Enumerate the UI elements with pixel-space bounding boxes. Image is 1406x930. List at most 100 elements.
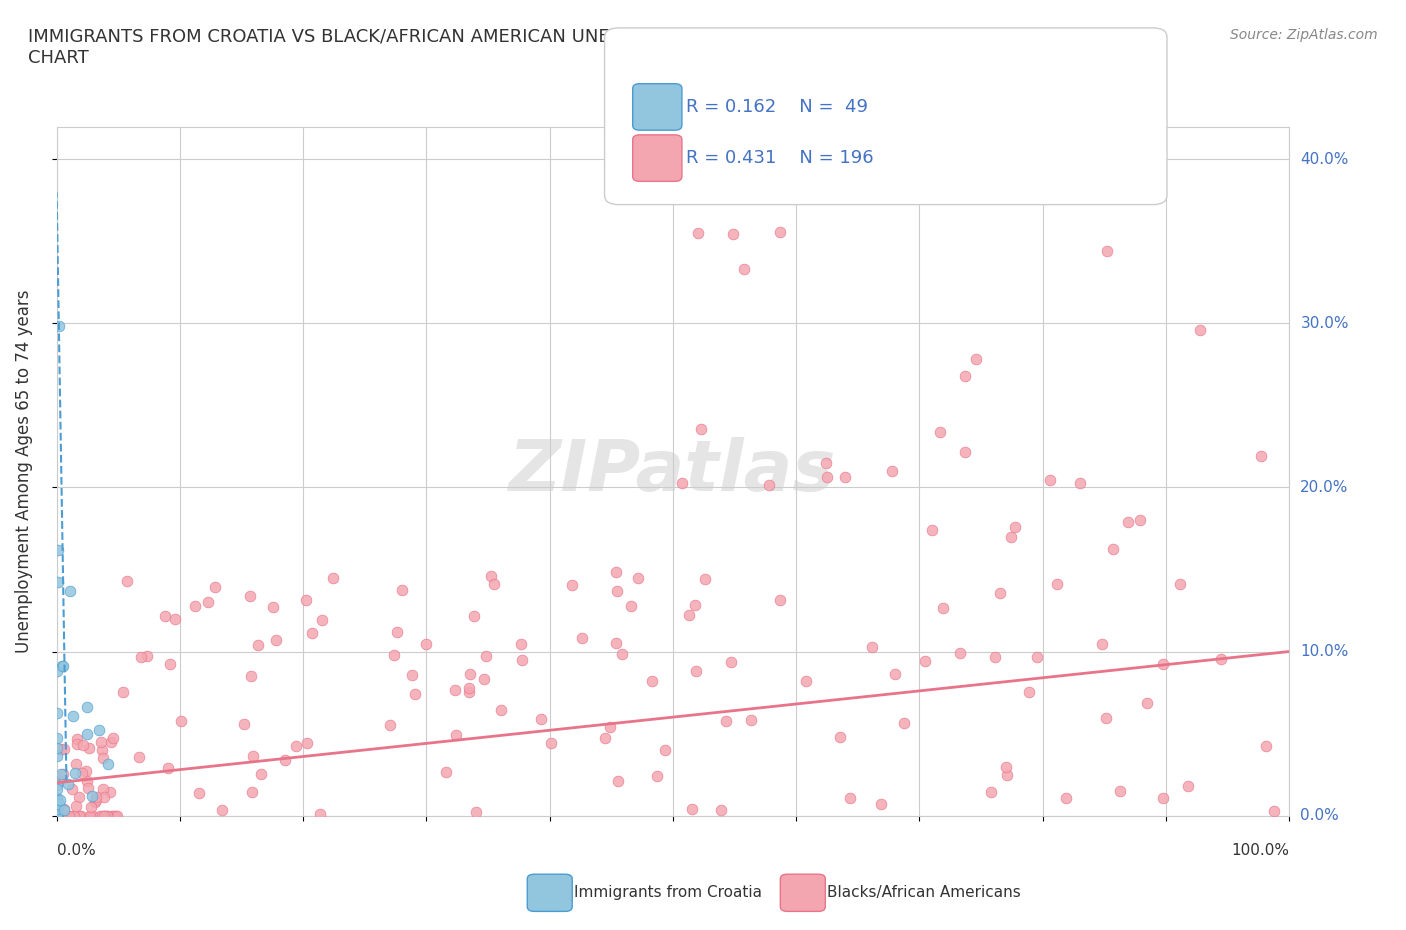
Text: 100.0%: 100.0% [1232, 844, 1289, 858]
Point [45, 808, 67, 823]
Text: R = 0.431    N = 196: R = 0.431 N = 196 [686, 149, 873, 167]
Text: 0.0%: 0.0% [56, 844, 96, 858]
Point [769, 224, 792, 239]
Point [45, 808, 67, 823]
Point [49, 742, 72, 757]
Point [463, 609, 485, 624]
Point [232, 717, 254, 732]
Point [472, 671, 495, 686]
Point [671, 476, 693, 491]
Point [571, 631, 593, 645]
Point [63, 808, 86, 823]
Point [610, 646, 633, 661]
Point [401, 668, 423, 683]
Point [93, 808, 115, 823]
Point [678, 607, 700, 622]
Point [828, 730, 851, 745]
Point [49, 792, 72, 807]
Point [98, 784, 121, 799]
Point [45, 808, 67, 823]
Point [883, 667, 905, 682]
Point [51, 658, 73, 673]
Point [45, 808, 67, 823]
Point [66, 737, 89, 751]
Text: Blacks/African Americans: Blacks/African Americans [827, 885, 1021, 900]
Point [183, 598, 205, 613]
Point [893, 716, 915, 731]
Point [84, 792, 107, 807]
Point [45, 730, 67, 745]
Point [1094, 711, 1116, 725]
Point [56, 808, 79, 823]
Point [79, 808, 101, 823]
Point [48, 774, 70, 789]
Point [45, 808, 67, 823]
Point [93, 790, 115, 804]
Point [66, 808, 89, 823]
Point [45, 808, 67, 823]
Point [76, 699, 98, 714]
Point [1069, 476, 1091, 491]
Point [46, 807, 69, 822]
Point [391, 583, 413, 598]
Point [66, 732, 89, 747]
Point [1018, 684, 1040, 699]
Point [97, 757, 120, 772]
Point [46, 664, 69, 679]
Point [51, 808, 73, 823]
Point [242, 784, 264, 799]
Point [45, 793, 67, 808]
Point [204, 579, 226, 594]
Point [52, 659, 75, 674]
Point [995, 760, 1018, 775]
Point [90, 742, 112, 757]
Point [96, 808, 118, 823]
Point [211, 803, 233, 817]
Point [65, 756, 87, 771]
Point [59, 584, 82, 599]
Point [285, 739, 308, 754]
Point [240, 669, 263, 684]
Point [76, 727, 98, 742]
Point [720, 654, 742, 669]
Point [794, 674, 817, 689]
Point [1026, 650, 1049, 665]
Point [434, 764, 457, 779]
Point [714, 713, 737, 728]
Point [914, 654, 936, 669]
Point [509, 637, 531, 652]
Point [645, 768, 668, 783]
Point [93, 808, 115, 823]
Point [953, 368, 976, 383]
Point [769, 592, 792, 607]
Point [995, 768, 1018, 783]
Point [93, 782, 115, 797]
Point [45, 808, 67, 823]
Point [311, 613, 333, 628]
Point [491, 703, 513, 718]
Point [560, 578, 582, 592]
Text: Immigrants from Croatia: Immigrants from Croatia [574, 885, 762, 900]
Point [870, 797, 893, 812]
Point [860, 640, 883, 655]
Point [1263, 804, 1285, 818]
Point [921, 523, 943, 538]
Point [838, 790, 860, 805]
Point [1177, 779, 1199, 794]
Text: ZIPatlas: ZIPatlas [509, 436, 837, 506]
Point [479, 569, 502, 584]
Point [103, 808, 125, 823]
Point [51, 808, 73, 823]
Point [297, 736, 319, 751]
Point [53, 808, 76, 823]
Point [100, 808, 122, 823]
Point [262, 599, 284, 614]
Point [45, 778, 67, 793]
Point [75, 764, 97, 778]
Text: 20.0%: 20.0% [1301, 480, 1348, 495]
Point [100, 735, 122, 750]
Point [475, 648, 498, 663]
Point [1189, 323, 1212, 338]
Point [446, 728, 468, 743]
Point [45, 749, 67, 764]
